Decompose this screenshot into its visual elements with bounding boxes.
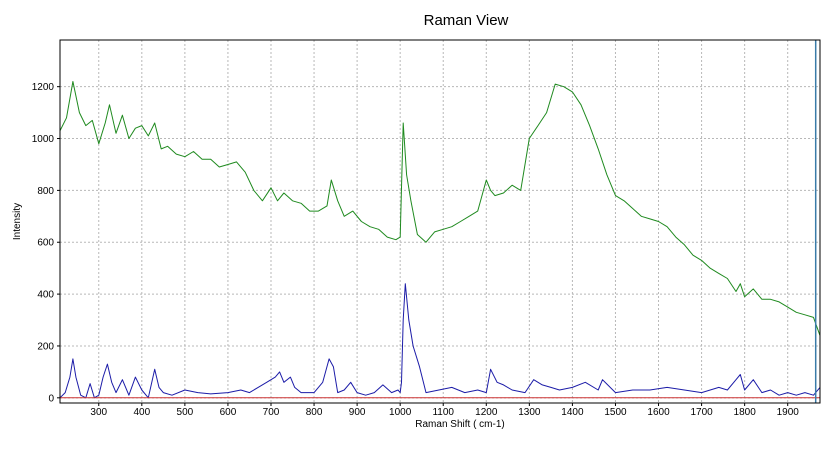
x-tick-label: 1000 bbox=[389, 407, 412, 418]
x-tick-label: 1800 bbox=[734, 407, 757, 418]
x-tick-label: 500 bbox=[177, 407, 194, 418]
plot-area bbox=[60, 40, 820, 403]
y-tick-label: 200 bbox=[37, 341, 54, 352]
x-tick-label: 900 bbox=[349, 407, 366, 418]
y-tick-label: 1000 bbox=[32, 134, 55, 145]
x-tick-label: 1500 bbox=[604, 407, 627, 418]
x-tick-label: 400 bbox=[133, 407, 150, 418]
y-axis-label: Intensity bbox=[12, 203, 23, 240]
x-tick-label: 1700 bbox=[690, 407, 713, 418]
x-tick-label: 1100 bbox=[432, 407, 454, 418]
chart-title: Raman View bbox=[424, 12, 509, 29]
lower-spectrum-line bbox=[59, 283, 821, 399]
x-tick-label: 1900 bbox=[777, 407, 800, 418]
x-tick-label: 1400 bbox=[561, 407, 584, 418]
x-tick-labels: 300 400 500 600 700 800 900 1000 1100 1200 1300 140… bbox=[90, 403, 799, 418]
y-tick-labels: 0 200 400 600 800 1000 1200 bbox=[32, 82, 60, 404]
series-lines bbox=[59, 81, 821, 399]
y-tick-label: 1200 bbox=[32, 82, 55, 93]
y-tick-label: 600 bbox=[37, 238, 54, 249]
y-tick-label: 800 bbox=[37, 186, 54, 197]
x-tick-label: 1600 bbox=[647, 407, 670, 418]
y-tick-label: 400 bbox=[37, 290, 54, 301]
x-tick-label: 600 bbox=[220, 407, 237, 418]
x-tick-label: 1300 bbox=[518, 407, 541, 418]
x-tick-label: 800 bbox=[306, 407, 323, 418]
x-tick-label: 300 bbox=[90, 407, 107, 418]
upper-spectrum-line bbox=[59, 81, 821, 336]
x-tick-label: 700 bbox=[263, 407, 280, 418]
x-tick-label: 1200 bbox=[475, 407, 498, 418]
plot-border bbox=[59, 39, 821, 404]
y-tick-label: 0 bbox=[48, 393, 54, 404]
x-axis-label: Raman Shift ( cm-1) bbox=[415, 419, 504, 430]
